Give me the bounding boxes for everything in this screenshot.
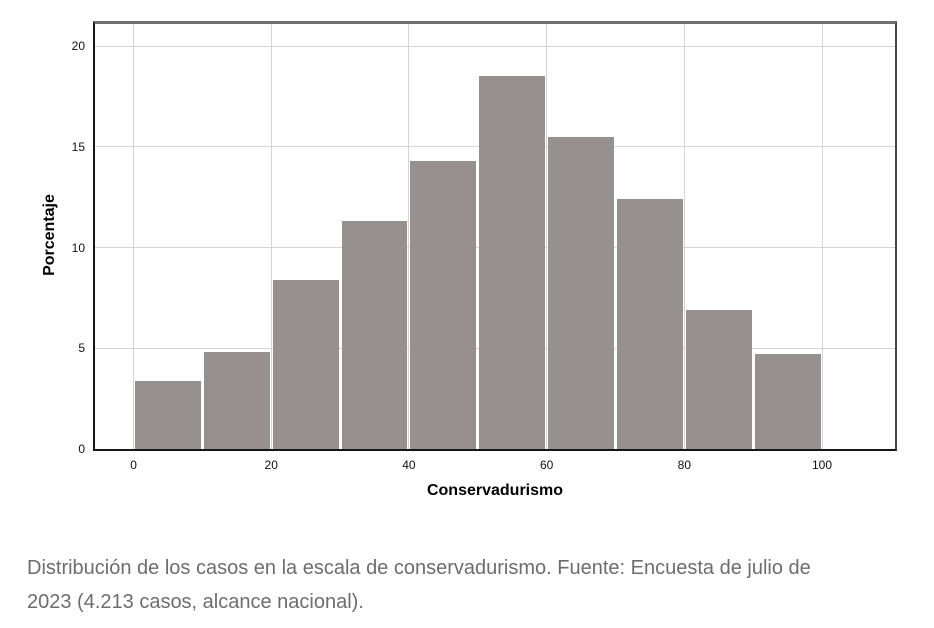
- histogram-bar: [203, 352, 270, 449]
- grid-line-vertical: [270, 24, 272, 449]
- y-tick-label: 15: [71, 139, 85, 154]
- x-tick-label: 60: [539, 458, 554, 472]
- caption-line-2: 2023 (4.213 casos, alcance nacional).: [27, 591, 364, 613]
- y-tick-label: 10: [71, 240, 85, 255]
- caption-line-1: Distribución de los casos en la escala d…: [27, 557, 811, 579]
- grid-line-vertical: [133, 24, 135, 449]
- histogram-bar: [548, 136, 614, 449]
- grid-line-horizontal: [95, 45, 895, 47]
- grid-line-vertical: [546, 24, 548, 449]
- histogram-bar: [754, 354, 821, 449]
- histogram-bar: [479, 76, 546, 449]
- x-tick-label: 20: [264, 458, 278, 472]
- histogram-bar: [135, 380, 201, 449]
- grid-line-vertical: [821, 24, 823, 449]
- y-tick-label: 0: [78, 442, 85, 456]
- histogram-bar: [616, 199, 683, 449]
- histogram-bar: [341, 221, 408, 449]
- histogram-bar: [410, 160, 477, 449]
- x-axis-title: Conservadurismo: [426, 482, 564, 499]
- x-tick-label: 80: [677, 458, 691, 472]
- figure-caption: Distribución de los casos en la escala d…: [27, 551, 922, 619]
- x-tick-label: 40: [402, 458, 416, 472]
- plot-area: [93, 21, 897, 451]
- x-tick-label: 0: [130, 458, 137, 472]
- y-tick-label: 20: [71, 39, 85, 54]
- histogram-bar: [685, 310, 752, 449]
- y-tick-label: 5: [78, 341, 85, 356]
- grid-line-vertical: [408, 24, 410, 449]
- y-axis-title: Porcentaje: [41, 194, 58, 276]
- histogram-bar: [272, 279, 339, 449]
- grid-line-vertical: [683, 24, 685, 449]
- x-tick-label: 100: [812, 458, 833, 472]
